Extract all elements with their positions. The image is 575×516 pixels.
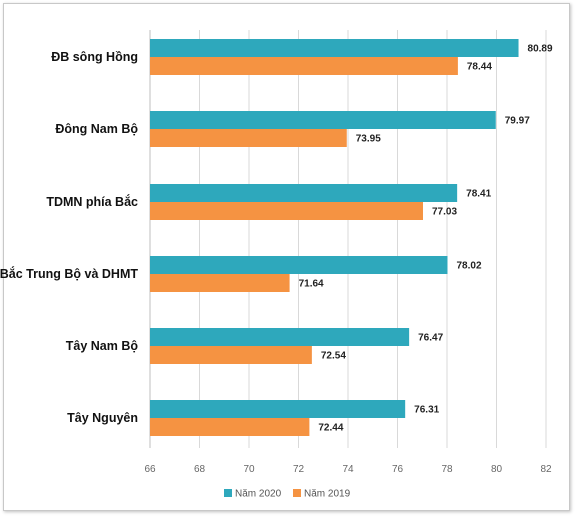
category-label: Tây Nam Bộ <box>66 339 139 353</box>
x-tick-label: 74 <box>342 464 354 475</box>
bar-nam-2019 <box>150 418 310 436</box>
data-label: 78.44 <box>467 62 492 73</box>
data-label: 72.44 <box>318 423 343 434</box>
x-tick-label: 66 <box>144 464 156 475</box>
category-label: ĐB sông Hồng <box>51 50 138 64</box>
category-label: Bắc Trung Bộ và DHMT <box>0 266 138 281</box>
bar-nam-2020 <box>150 184 458 202</box>
bar-nam-2019 <box>150 129 347 147</box>
legend-label: Năm 2019 <box>304 489 351 500</box>
bar-nam-2019 <box>150 346 312 364</box>
category-label: TDMN phía Bắc <box>46 194 138 209</box>
data-label: 79.97 <box>505 116 530 127</box>
x-tick-label: 70 <box>243 464 255 475</box>
bar-nam-2020 <box>150 256 448 274</box>
data-label: 78.41 <box>466 189 491 200</box>
data-label: 77.03 <box>432 207 457 218</box>
x-tick-label: 80 <box>491 464 503 475</box>
bar-nam-2019 <box>150 57 458 75</box>
bar-nam-2020 <box>150 328 410 346</box>
data-label: 76.31 <box>414 405 439 416</box>
bar-nam-2020 <box>150 39 519 57</box>
x-tick-label: 68 <box>194 464 206 475</box>
x-tick-label: 76 <box>392 464 404 475</box>
bar-nam-2019 <box>150 274 290 292</box>
data-label: 72.54 <box>321 351 346 362</box>
bar-nam-2020 <box>150 111 496 129</box>
x-tick-label: 72 <box>293 464 305 475</box>
x-tick-label: 82 <box>540 464 552 475</box>
bar-nam-2019 <box>150 202 423 220</box>
legend-label: Năm 2020 <box>235 489 282 500</box>
x-tick-label: 78 <box>441 464 453 475</box>
data-label: 78.02 <box>456 261 481 272</box>
legend-swatch <box>224 489 232 497</box>
legend-swatch <box>293 489 301 497</box>
bar-nam-2020 <box>150 400 406 418</box>
category-label: Tây Nguyên <box>67 411 138 425</box>
category-label: Đông Nam Bộ <box>55 122 138 136</box>
data-label: 80.89 <box>528 44 553 55</box>
data-label: 73.95 <box>356 134 381 145</box>
data-label: 71.64 <box>299 279 324 290</box>
data-label: 76.47 <box>418 333 443 344</box>
